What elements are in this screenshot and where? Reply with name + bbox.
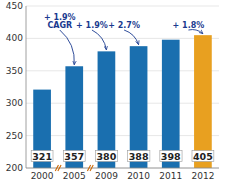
data-label-box <box>192 151 214 162</box>
y-tick-label: 300 <box>6 98 23 108</box>
y-tick-label: 400 <box>6 33 23 43</box>
annotation: + 1.8% <box>173 21 205 30</box>
x-tick-label: 2012 <box>191 171 214 181</box>
annotation: + 2.7% <box>108 21 140 30</box>
annotation: + 1.9%CAGR <box>44 13 76 31</box>
axis-break <box>90 165 93 171</box>
data-label-box <box>95 151 117 162</box>
annotation: + 1.9% <box>76 21 108 30</box>
data-label: 357 <box>64 151 84 162</box>
y-tick-label: 450 <box>6 1 23 11</box>
y-tick-label: 200 <box>6 163 23 173</box>
data-label: 388 <box>129 151 149 162</box>
grid-line <box>26 135 219 136</box>
data-label: 398 <box>161 151 181 162</box>
annotation-arrow <box>60 30 75 65</box>
annotation-line: CAGR <box>47 21 72 30</box>
grid-line <box>26 6 219 7</box>
axis-break <box>58 165 61 171</box>
data-label-box <box>128 151 150 162</box>
grid-line <box>26 103 219 104</box>
grid-line <box>26 168 219 169</box>
data-label: 321 <box>32 151 52 162</box>
data-label-box <box>160 151 182 162</box>
chart: 200 250 300 350 400 450 2000 2005 2009 2010 2011 20… <box>0 0 225 185</box>
x-tick-label: 2000 <box>31 171 54 181</box>
grid-line <box>26 38 219 39</box>
y-tick-label: 250 <box>6 131 23 141</box>
y-tick-label: 350 <box>6 66 23 76</box>
annotation-arrow <box>92 30 106 50</box>
data-label: 405 <box>193 151 213 162</box>
bar <box>162 40 180 168</box>
x-axis <box>26 168 219 169</box>
x-tick-label: 2009 <box>95 171 118 181</box>
x-tick-label: 2011 <box>159 171 182 181</box>
annotation-line: + 1.9% <box>76 21 108 30</box>
annotation-arrow <box>188 30 202 34</box>
data-label-box <box>31 151 53 162</box>
annotation-line: + 2.7% <box>108 21 140 30</box>
annotation-arrow <box>124 30 138 45</box>
bar <box>194 35 212 168</box>
data-label-box <box>63 151 85 162</box>
x-tick-label: 2010 <box>127 171 150 181</box>
x-tick-label: 2005 <box>63 171 86 181</box>
data-label: 380 <box>96 151 116 162</box>
grid-line <box>26 70 219 71</box>
annotation-line: + 1.8% <box>173 21 205 30</box>
y-axis <box>26 6 27 168</box>
